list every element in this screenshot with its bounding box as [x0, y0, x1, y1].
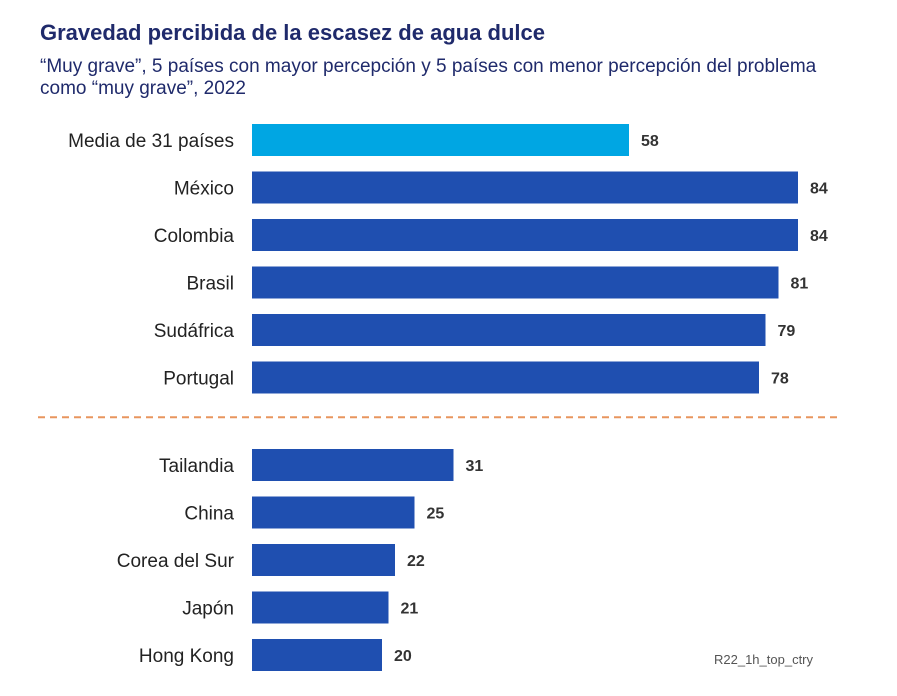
- value-label-mexico: 84: [810, 181, 828, 198]
- bar-brasil: [252, 266, 779, 299]
- bar-portugal: [252, 361, 759, 394]
- bar-colombia: [252, 219, 798, 251]
- source-note: R22_1h_top_ctry: [714, 652, 814, 667]
- category-labels: Media de 31 países México Colombia Brasil Su…: [68, 131, 235, 667]
- category-label-japon: Japón: [182, 599, 234, 620]
- category-label-corea-del-sur: Corea del Sur: [117, 551, 235, 572]
- category-label-hong-kong: Hong Kong: [139, 646, 234, 667]
- value-label-portugal: 78: [771, 371, 789, 388]
- bar-corea-del-sur: [252, 544, 395, 576]
- value-label-china: 25: [427, 506, 445, 523]
- value-label-brasil: 81: [791, 276, 809, 293]
- value-label-corea-del-sur: 22: [407, 553, 425, 570]
- value-label-tailandia: 31: [466, 458, 484, 475]
- value-label-colombia: 84: [810, 228, 828, 245]
- bar-media-de-31-paises: [252, 124, 629, 156]
- value-labels: 58 84 84 81 79 78 31 25 22 21 20: [394, 133, 828, 665]
- value-label-japon: 21: [401, 601, 419, 618]
- chart-subtitle: “Muy grave”, 5 países con mayor percepci…: [40, 56, 817, 99]
- value-label-media-de-31-paises: 58: [641, 133, 659, 150]
- bar-china: [252, 496, 415, 529]
- category-label-tailandia: Tailandia: [159, 456, 234, 477]
- category-label-brasil: Brasil: [186, 274, 234, 295]
- chart-title: Gravedad percibida de la escasez de agua…: [40, 20, 546, 45]
- bars: [252, 124, 798, 671]
- value-label-sudafrica: 79: [778, 323, 796, 340]
- category-label-portugal: Portugal: [163, 369, 234, 390]
- category-label-colombia: Colombia: [154, 226, 235, 247]
- category-label-sudafrica: Sudáfrica: [154, 321, 235, 342]
- bar-tailandia: [252, 449, 454, 481]
- bar-sudafrica: [252, 314, 766, 346]
- bar-japon: [252, 591, 389, 624]
- category-label-mexico: México: [174, 179, 234, 200]
- bar-mexico: [252, 171, 798, 204]
- category-label-china: China: [184, 504, 234, 525]
- category-label-media-de-31-paises: Media de 31 países: [68, 131, 234, 152]
- bar-hong-kong: [252, 639, 382, 671]
- value-label-hong-kong: 20: [394, 648, 412, 665]
